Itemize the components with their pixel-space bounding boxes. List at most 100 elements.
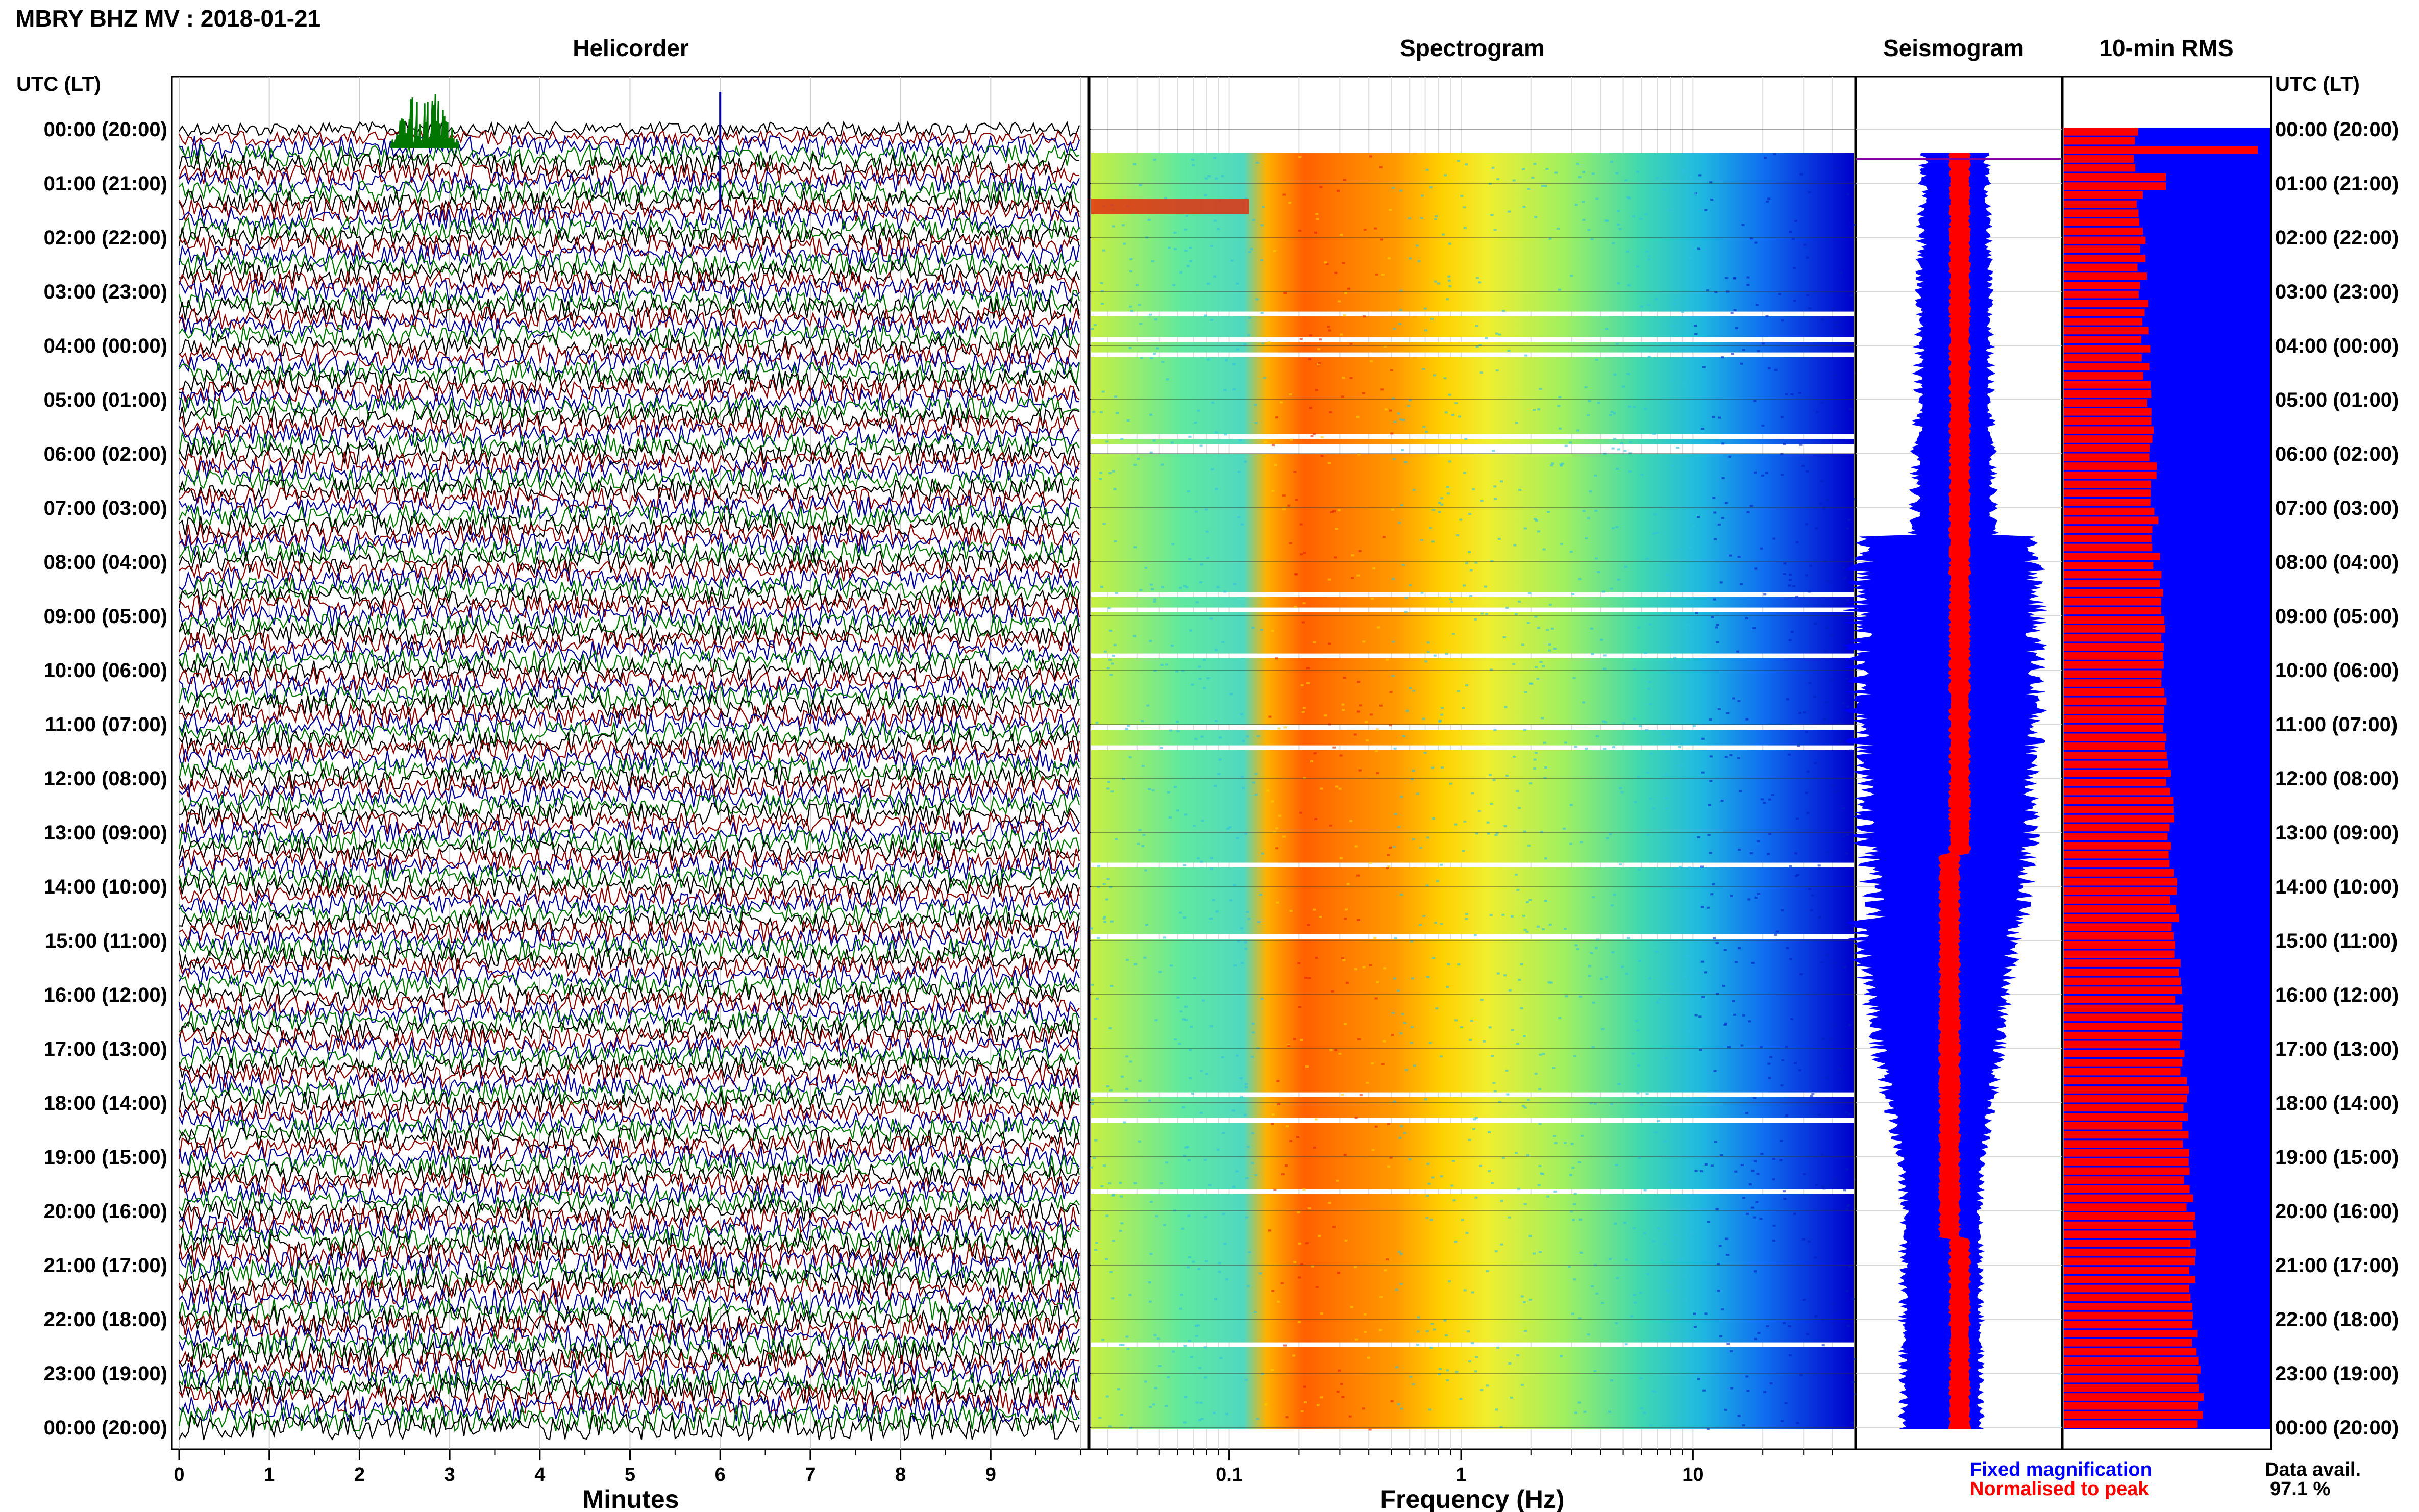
spectrogram-speckle bbox=[1737, 556, 1741, 558]
data-avail-value: 97.1 % bbox=[2270, 1478, 2330, 1500]
spectrogram-speckle bbox=[1772, 1224, 1776, 1227]
spectrogram-speckle bbox=[1576, 948, 1579, 951]
spectrogram-speckle bbox=[1484, 585, 1487, 588]
spectrogram-speckle bbox=[1512, 663, 1516, 665]
spectrogram-speckle bbox=[1397, 1403, 1400, 1406]
spectrogram-speckle bbox=[1301, 621, 1305, 624]
spectrogram-speckle bbox=[1587, 229, 1591, 231]
row-label-right: 23:00 (19:00) bbox=[2275, 1362, 2399, 1385]
spectrogram-speckle bbox=[1549, 981, 1553, 984]
rms-bar bbox=[2064, 336, 2141, 343]
spectrogram-speckle bbox=[1616, 468, 1619, 470]
helicorder-trace bbox=[178, 503, 1080, 530]
spectrogram-speckle bbox=[1242, 787, 1245, 789]
spectrogram-row bbox=[1091, 1097, 1854, 1103]
spectrogram-row bbox=[1091, 1179, 1854, 1184]
spectrogram-row bbox=[1091, 1021, 1854, 1026]
spectrogram-speckle bbox=[1822, 1038, 1825, 1040]
spectrogram-speckle bbox=[1358, 769, 1362, 772]
spectrogram-row bbox=[1091, 822, 1854, 827]
spectrogram-speckle bbox=[1210, 1025, 1213, 1027]
spectrogram-speckle bbox=[1596, 735, 1599, 737]
spectrogram-speckle bbox=[1775, 930, 1779, 933]
spectrogram-speckle bbox=[1104, 650, 1107, 653]
spectrogram-speckle bbox=[1233, 583, 1237, 585]
spectrogram-speckle bbox=[1426, 651, 1430, 653]
spectrogram-speckle bbox=[1281, 1173, 1285, 1176]
spectrogram-speckle bbox=[1098, 1417, 1102, 1419]
spectrogram-speckle bbox=[1452, 633, 1455, 635]
spectrogram-speckle bbox=[1563, 827, 1566, 830]
spectrogram-speckle bbox=[1646, 1273, 1650, 1275]
spectrogram-row bbox=[1091, 388, 1854, 393]
spectrogram-speckle bbox=[1793, 267, 1796, 269]
spectrogram-speckle bbox=[1314, 231, 1317, 234]
rms-background bbox=[2064, 128, 2270, 1429]
helicorder-trace bbox=[178, 1295, 1080, 1326]
spectrogram-row bbox=[1091, 306, 1854, 312]
spectrogram-speckle bbox=[1512, 179, 1516, 182]
spectrogram-speckle bbox=[1548, 923, 1552, 926]
spectrogram-speckle bbox=[1181, 1227, 1184, 1230]
spectrogram-speckle bbox=[1480, 500, 1484, 502]
spectrogram-speckle bbox=[1096, 997, 1099, 1000]
spectrogram-speckle bbox=[1248, 317, 1251, 319]
spectrogram-speckle bbox=[1102, 883, 1106, 885]
spectrogram-speckle bbox=[1277, 1103, 1281, 1105]
spectrogram-speckle bbox=[1765, 315, 1769, 317]
spectrogram-speckle bbox=[1264, 1403, 1268, 1406]
spectrogram-speckle bbox=[1354, 1117, 1358, 1119]
spectrogram-speckle bbox=[1575, 204, 1578, 206]
spectrogram-speckle bbox=[1107, 607, 1111, 609]
spectrogram-row bbox=[1091, 873, 1854, 878]
rms-bar bbox=[2064, 282, 2140, 289]
spectrogram-speckle bbox=[1495, 832, 1499, 834]
spectrogram-speckle bbox=[1564, 444, 1568, 447]
spectrogram-speckle bbox=[1408, 399, 1412, 402]
spectrogram-speckle bbox=[1788, 584, 1791, 587]
spectrogram-speckle bbox=[1419, 847, 1422, 849]
spectrogram-speckle bbox=[1668, 1281, 1671, 1283]
spectrogram-speckle bbox=[1454, 1241, 1458, 1243]
spectrogram-speckle bbox=[1534, 518, 1537, 520]
spectrogram-speckle bbox=[1328, 329, 1331, 332]
spectrogram-speckle bbox=[1195, 1401, 1199, 1404]
spectrogram-speckle bbox=[1440, 503, 1444, 506]
spectrogram-speckle bbox=[1173, 232, 1177, 234]
spectrogram-speckle bbox=[1729, 554, 1732, 557]
spectrogram-speckle bbox=[1103, 915, 1106, 918]
spectrogram-speckle bbox=[1429, 186, 1433, 189]
spectrogram-speckle bbox=[1240, 962, 1244, 964]
spectrogram-speckle bbox=[1712, 497, 1716, 499]
spectrogram-speckle bbox=[1597, 571, 1600, 573]
spectrogram-speckle bbox=[1275, 847, 1279, 850]
row-label-left: 04:00 (00:00) bbox=[44, 335, 167, 357]
spectrogram-speckle bbox=[1528, 899, 1532, 901]
spectrogram-speckle bbox=[1651, 1390, 1655, 1393]
spectrogram-speckle bbox=[1154, 318, 1157, 321]
helicorder-tick-label: 0 bbox=[174, 1464, 184, 1485]
helicorder-trace bbox=[178, 738, 1080, 764]
spectrogram-speckle bbox=[1595, 557, 1598, 560]
spectrogram-speckle bbox=[1714, 538, 1717, 540]
spectrogram-speckle bbox=[1245, 1379, 1248, 1381]
spectrogram-speckle bbox=[1679, 548, 1683, 550]
spectrogram-speckle bbox=[1589, 490, 1592, 493]
helicorder-trace bbox=[179, 341, 1080, 368]
spectrogram-speckle bbox=[1276, 901, 1279, 904]
spectrogram-speckle bbox=[1780, 1084, 1784, 1087]
spectrogram-speckle bbox=[1260, 259, 1264, 262]
spectrogram-row bbox=[1091, 1419, 1854, 1424]
spectrogram-speckle bbox=[1451, 414, 1455, 416]
spectrogram-speckle bbox=[1356, 874, 1360, 877]
spectrogram-speckle bbox=[1494, 498, 1497, 500]
spectrogram-speckle bbox=[1260, 312, 1264, 314]
spectrogram-speckle bbox=[1539, 387, 1542, 390]
spectrogram-speckle bbox=[1137, 457, 1140, 460]
spectrogram-speckle bbox=[1441, 766, 1444, 769]
spectrogram-speckle bbox=[1448, 393, 1451, 396]
spectrogram-speckle bbox=[1697, 836, 1700, 838]
spectrogram-speckle bbox=[1542, 665, 1545, 667]
rms-bar bbox=[2064, 1122, 2183, 1130]
spectrogram-speckle bbox=[1832, 1302, 1836, 1305]
